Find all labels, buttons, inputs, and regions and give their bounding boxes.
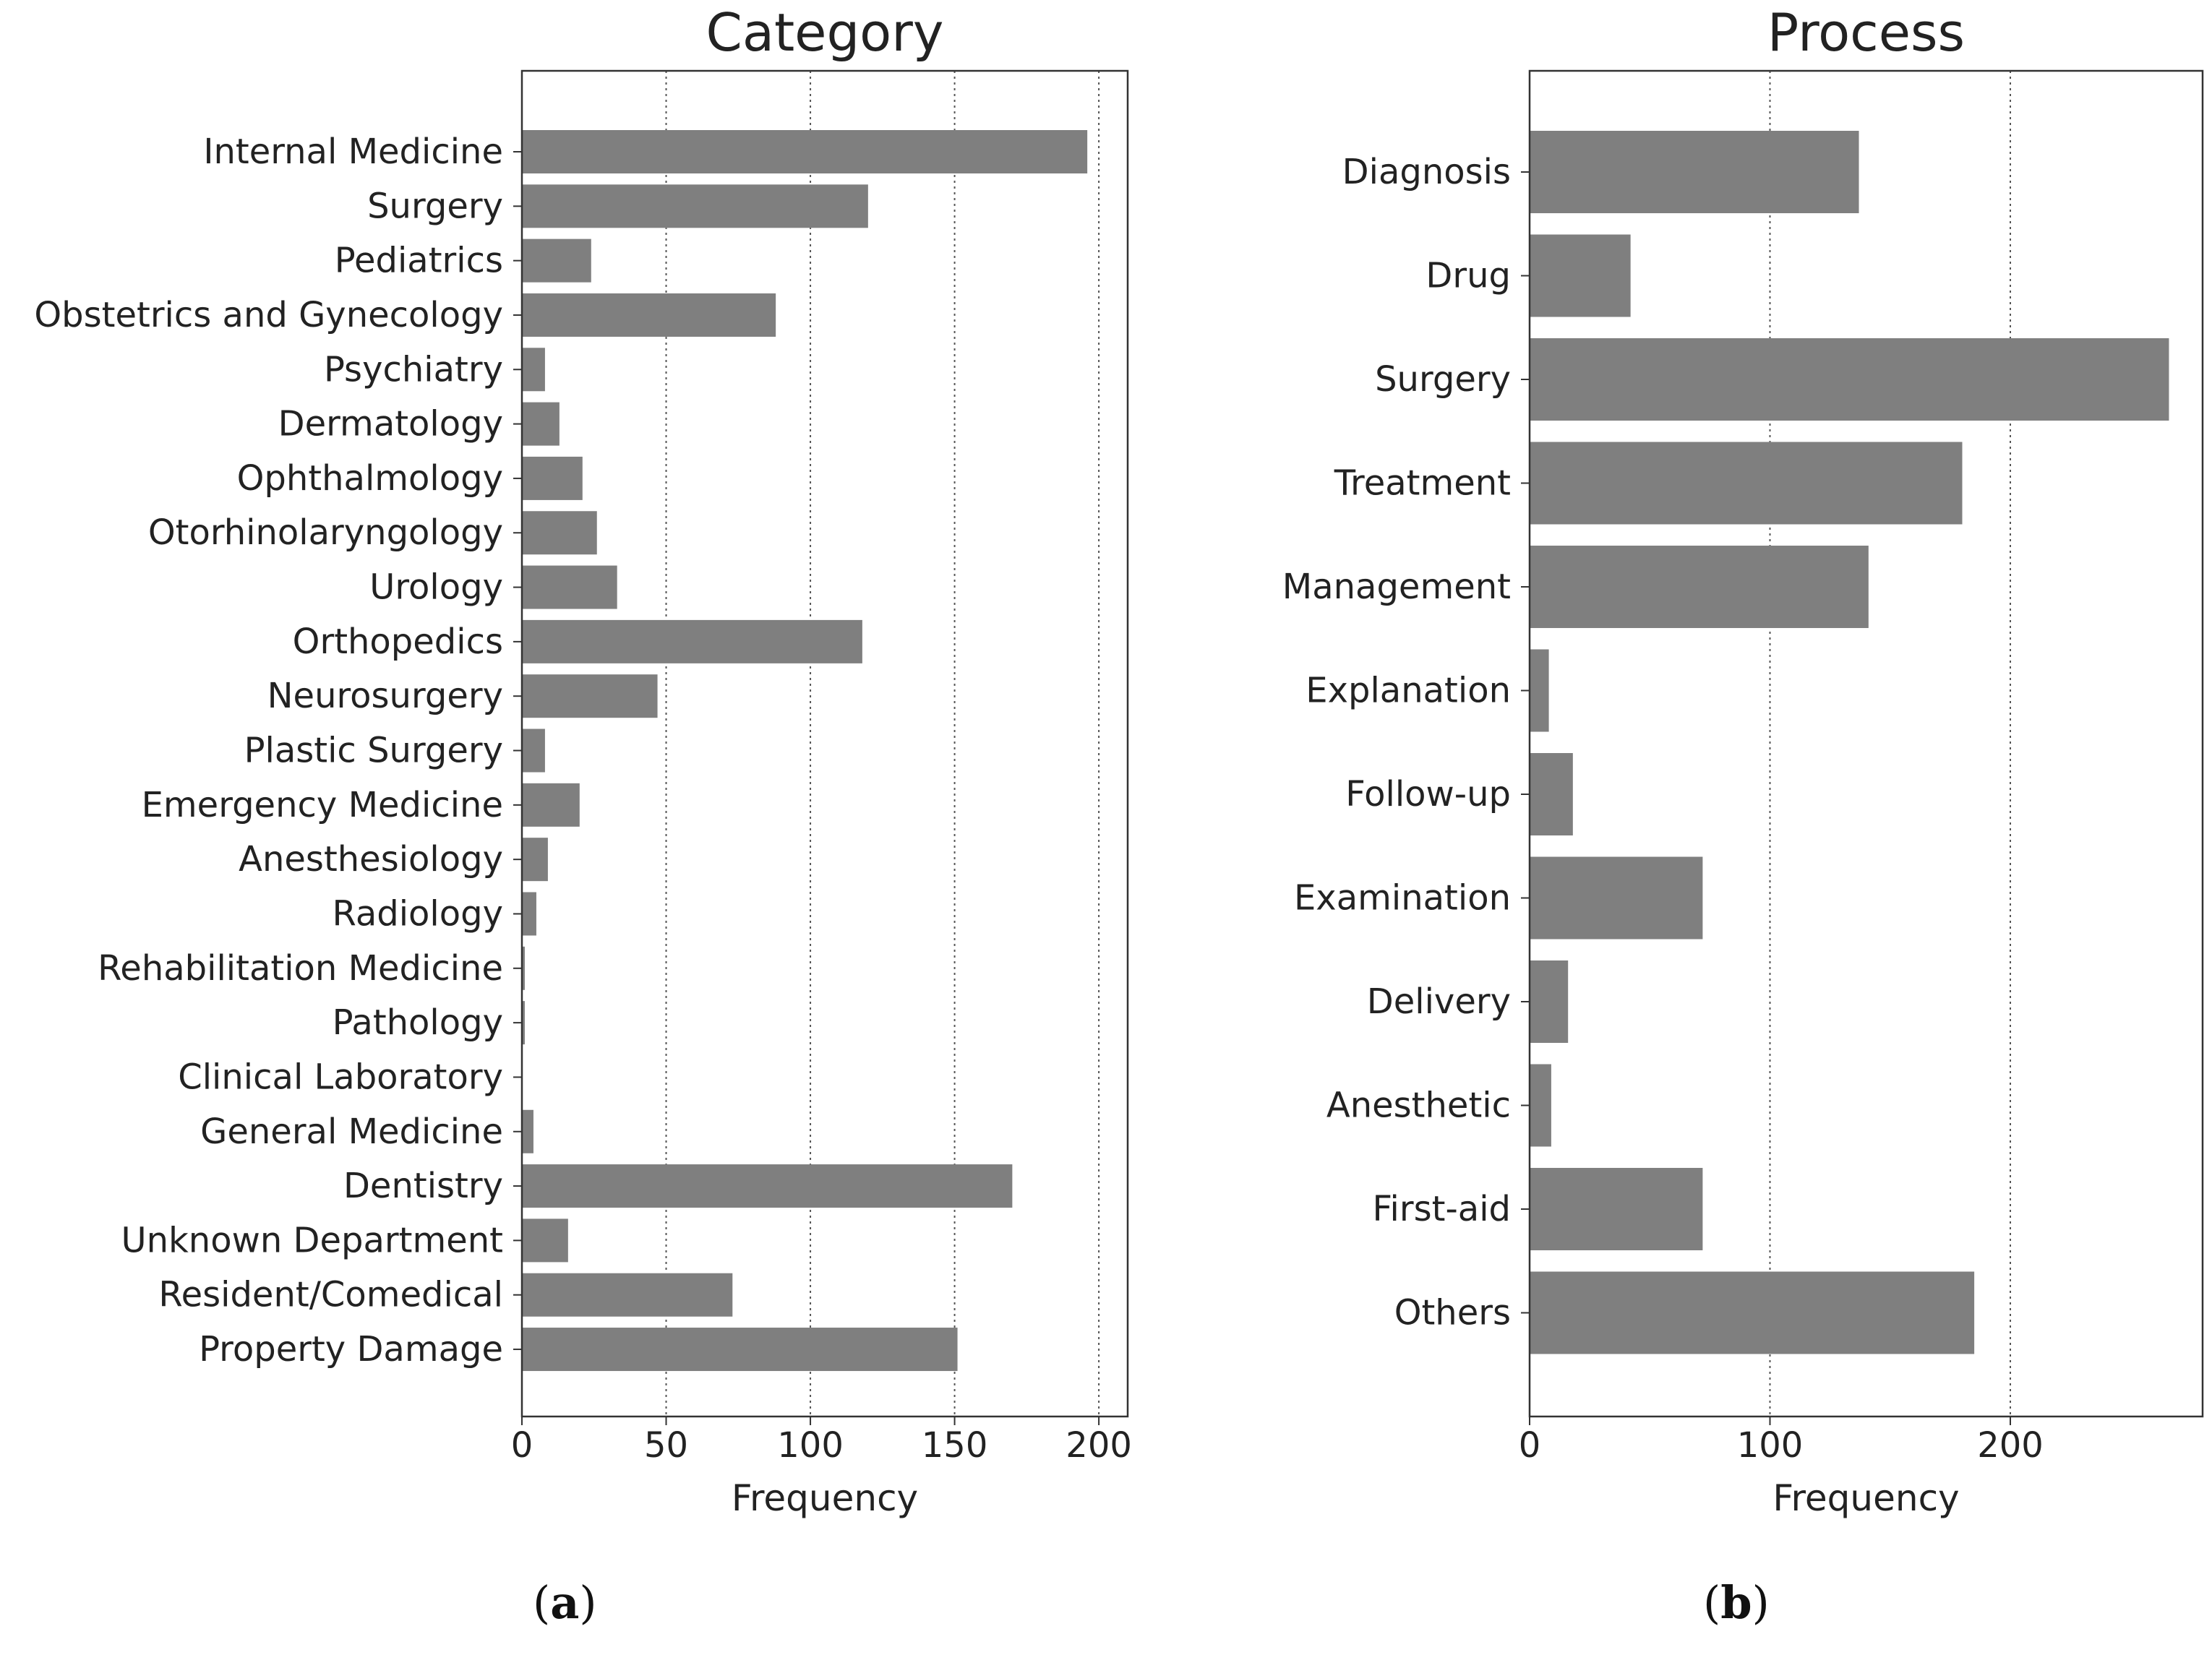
category-label: Psychiatry <box>324 349 503 390</box>
plot-frame <box>520 69 1129 1418</box>
bar-treatment <box>1530 442 1963 525</box>
category-label: Otorhinolaryngology <box>148 512 503 553</box>
category-label: Examination <box>1294 878 1511 919</box>
x-tick-label: 100 <box>777 1425 844 1466</box>
bar-surgery <box>1530 338 2169 421</box>
bar-unknown-department <box>522 1218 568 1263</box>
plot-frame <box>1528 69 2204 1418</box>
category-label: Anesthetic <box>1326 1086 1511 1126</box>
panel-caption-b: (b) <box>1703 1576 1770 1629</box>
category-label: Ophthalmology <box>237 458 503 499</box>
bar-internal-medicine <box>522 130 1088 173</box>
bar-orthopedics <box>522 619 862 663</box>
chart-title: Process <box>1767 2 1965 63</box>
category-label: Pediatrics <box>335 241 503 281</box>
bar-neurosurgery <box>522 674 658 718</box>
bar-resident-comedical <box>522 1273 733 1317</box>
x-tick-label: 100 <box>1737 1425 1804 1466</box>
bar-ophthalmology <box>522 456 583 500</box>
category-label: Orthopedics <box>293 622 503 662</box>
category-label: Explanation <box>1306 671 1511 711</box>
bar-explanation <box>1530 649 1549 732</box>
bar-surgery <box>522 184 868 228</box>
category-label: Dermatology <box>278 404 503 444</box>
bar-dentistry <box>522 1164 1013 1208</box>
category-label: Neurosurgery <box>267 676 503 716</box>
category-label: Treatment <box>1334 463 1511 504</box>
bar-rehabilitation-medicine <box>522 946 525 990</box>
category-label: Diagnosis <box>1342 152 1511 192</box>
category-label: First-aid <box>1372 1189 1511 1229</box>
category-label: Dentistry <box>343 1166 503 1206</box>
x-tick-label: 200 <box>1977 1425 2044 1466</box>
bar-drug <box>1530 234 1631 317</box>
bar-property-damage <box>522 1328 958 1372</box>
category-label: Clinical Laboratory <box>178 1057 503 1097</box>
bar-psychiatry <box>522 348 545 392</box>
panel-caption-a: (a) <box>533 1576 597 1629</box>
x-tick-label: 0 <box>1519 1425 1541 1466</box>
category-label: Delivery <box>1367 981 1511 1022</box>
bar-delivery <box>1530 960 1569 1043</box>
category-label: Rehabilitation Medicine <box>98 948 503 989</box>
bar-management <box>1530 546 1869 628</box>
bar-urology <box>522 565 617 609</box>
bar-otorhinolaryngology <box>522 511 597 555</box>
x-axis-label: Frequency <box>1772 1477 1959 1519</box>
process-chart: Diagnosis Drug Surgery Treatment Management E… <box>1282 2 2204 1519</box>
category-label: Urology <box>369 567 503 608</box>
bar-anesthetic <box>1530 1064 1551 1147</box>
x-tick-label: 50 <box>644 1425 688 1466</box>
bar-emergency-medicine <box>522 783 580 827</box>
category-label: Management <box>1282 567 1511 607</box>
category-label: Plastic Surgery <box>244 731 503 771</box>
category-label: Obstetrics and Gynecology <box>34 295 503 335</box>
bar-others <box>1530 1271 1975 1354</box>
bar-diagnosis <box>1530 131 1859 213</box>
category-label: Drug <box>1426 256 1511 296</box>
bar-plastic-surgery <box>522 728 545 773</box>
bar-first-aid <box>1530 1168 1703 1250</box>
category-label: Anesthesiology <box>239 839 503 880</box>
bar-anesthesiology <box>522 838 548 882</box>
category-label: Follow-up <box>1345 774 1511 814</box>
x-tick-label: 200 <box>1066 1425 1132 1466</box>
category-chart: Internal Medicine Surgery Pediatrics Obstet… <box>34 2 1132 1519</box>
category-label: Surgery <box>1375 359 1511 400</box>
category-label: Emergency Medicine <box>142 785 503 825</box>
category-label: Property Damage <box>199 1329 503 1370</box>
category-label: Unknown Department <box>121 1220 503 1260</box>
bar-follow-up <box>1530 753 1573 835</box>
category-label: Resident/Comedical <box>158 1275 503 1315</box>
category-label: Internal Medicine <box>203 132 503 172</box>
bar-pathology <box>522 1001 525 1045</box>
x-tick-label: 0 <box>511 1425 533 1466</box>
category-label: Surgery <box>367 186 503 226</box>
x-axis-label: Frequency <box>732 1477 918 1519</box>
category-label: General Medicine <box>200 1112 503 1152</box>
bar-pediatrics <box>522 238 591 283</box>
category-label: Others <box>1394 1293 1511 1333</box>
category-label: Pathology <box>333 1002 503 1043</box>
x-tick-label: 150 <box>922 1425 988 1466</box>
chart-title: Category <box>706 2 944 63</box>
bar-general-medicine <box>522 1109 533 1153</box>
bar-obstetrics-and-gynecology <box>522 293 776 337</box>
category-label: Radiology <box>333 893 503 934</box>
bar-radiology <box>522 892 536 936</box>
bar-dermatology <box>522 402 560 446</box>
bar-examination <box>1530 856 1703 940</box>
